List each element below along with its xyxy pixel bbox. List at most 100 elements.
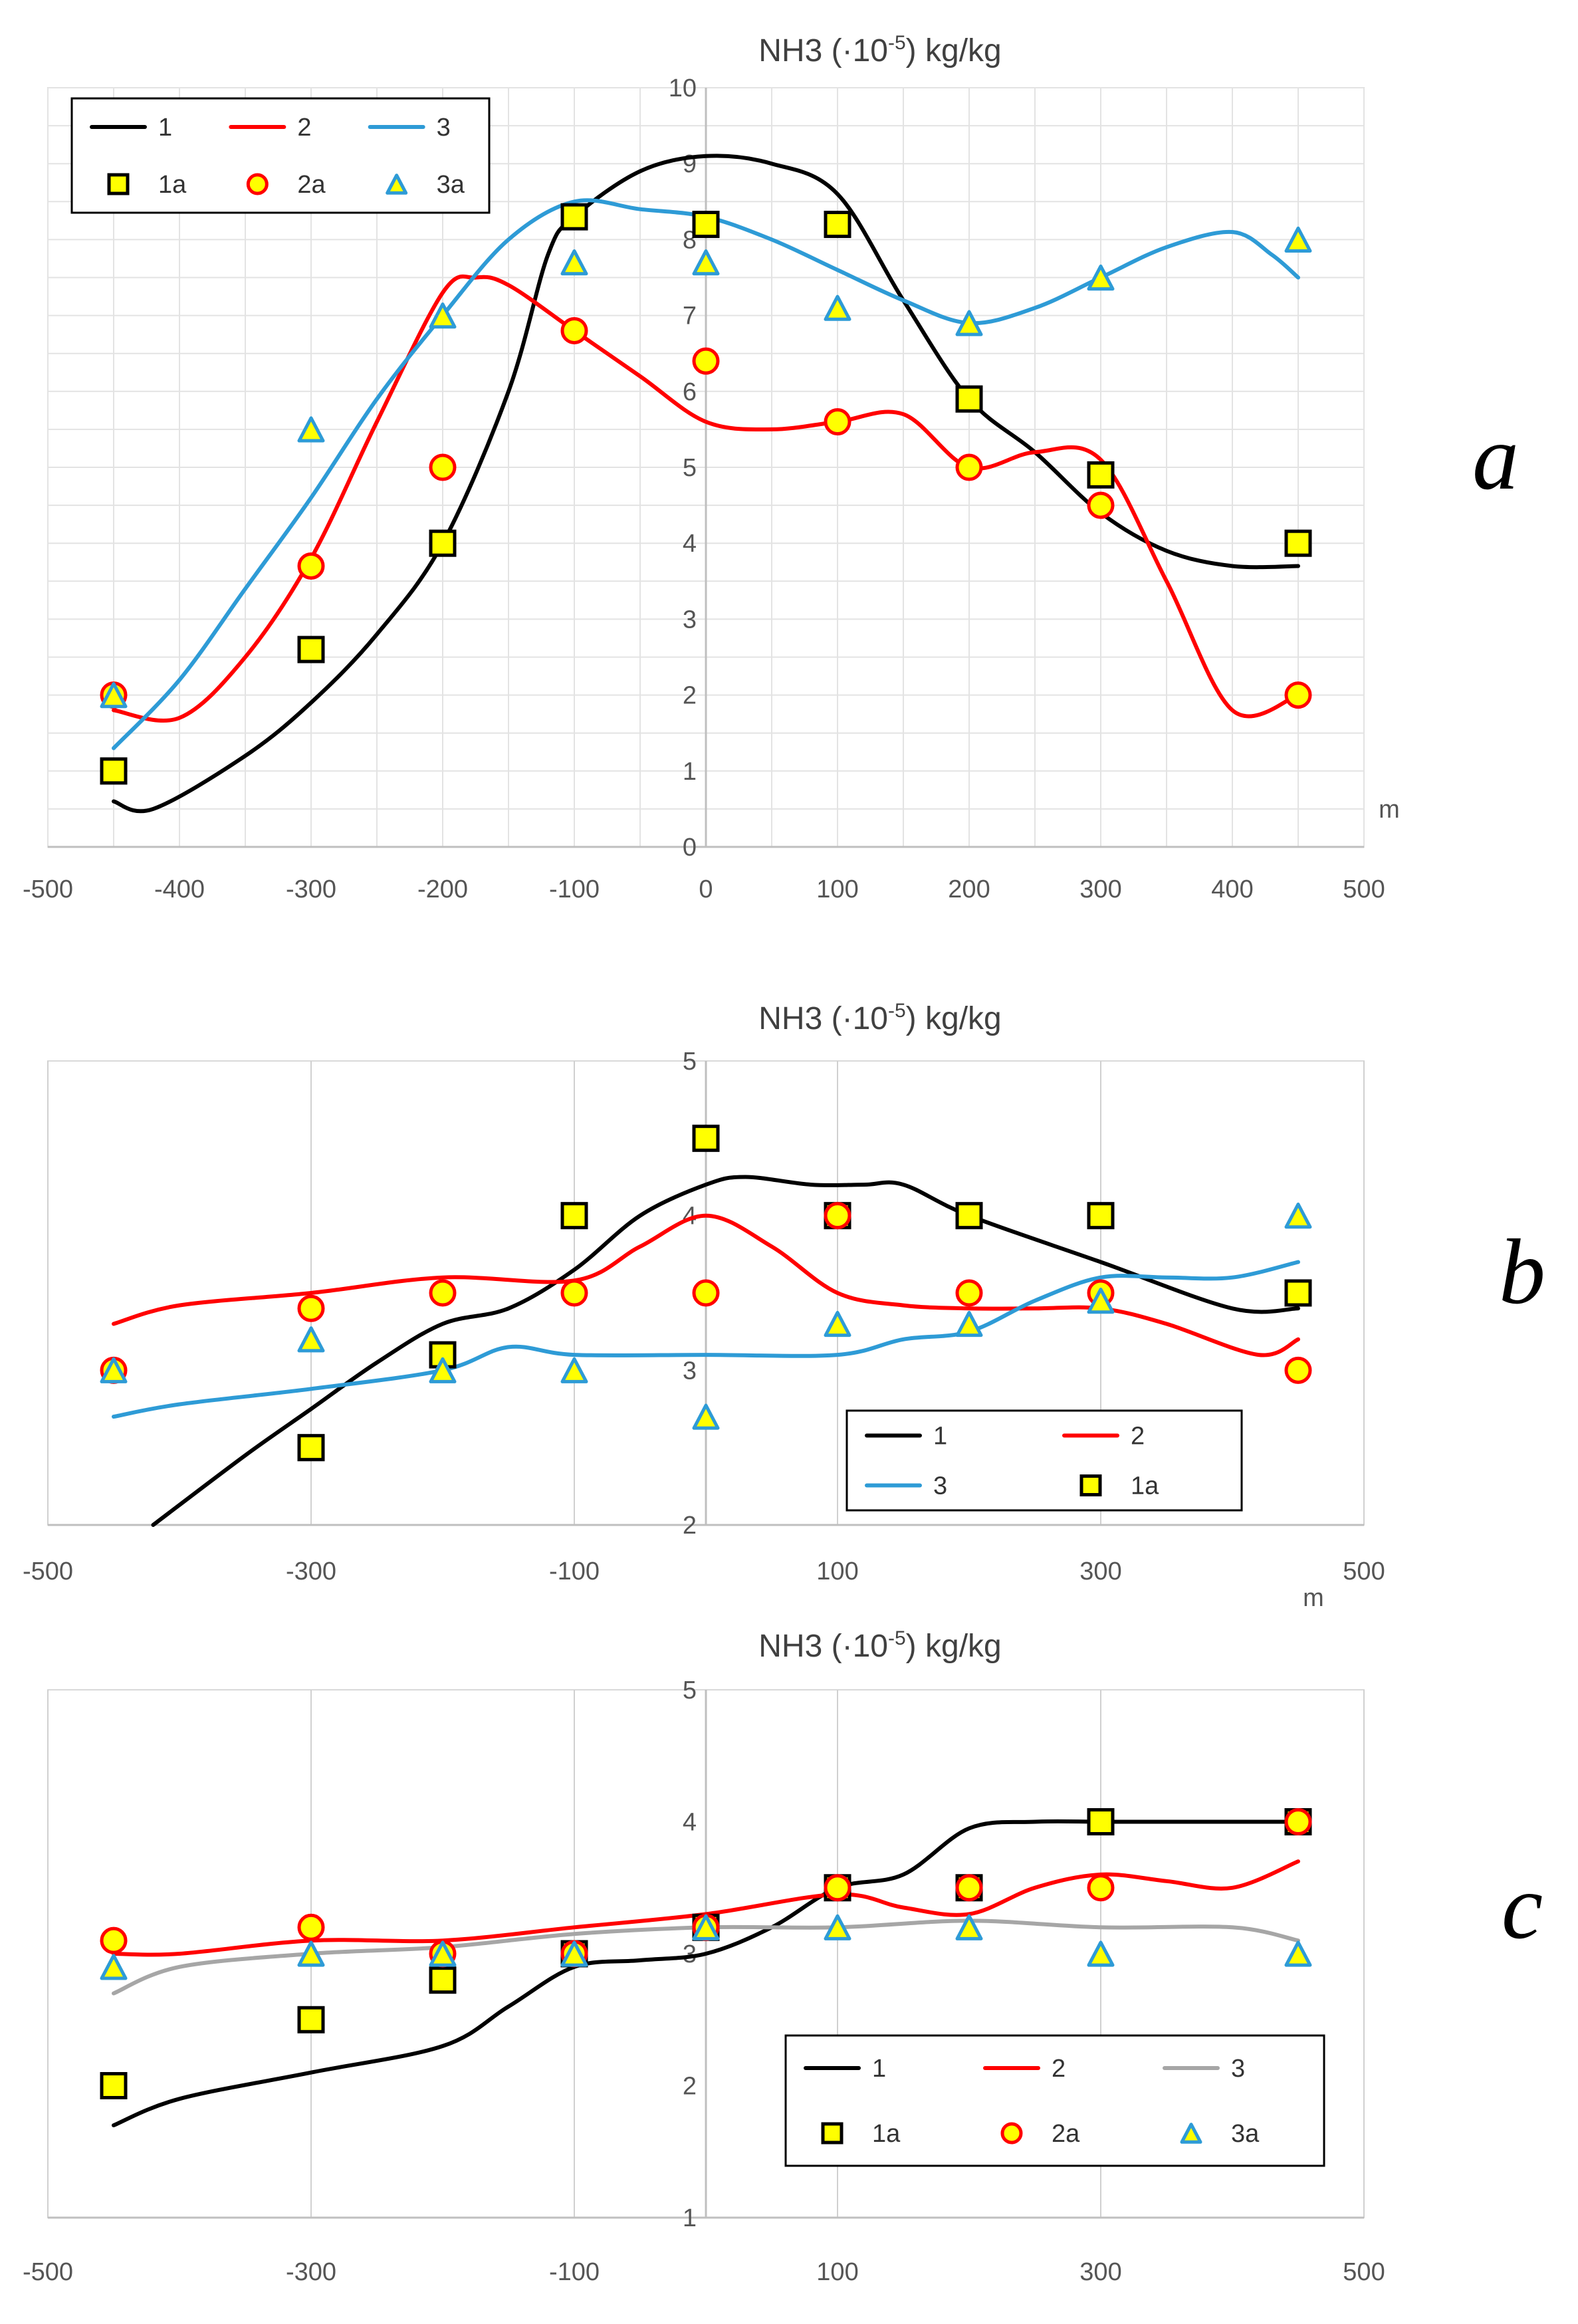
panel-label: a	[1472, 406, 1519, 509]
series-2a-point	[824, 1874, 851, 1902]
series-2a-point	[955, 1874, 983, 1902]
y-tick-label: 4	[683, 530, 697, 558]
legend-marker-1a	[107, 173, 130, 195]
y-tick-label: 2	[683, 682, 697, 710]
series-2a-point	[297, 552, 325, 580]
series-1a-point	[100, 2072, 128, 2099]
y-tick-label: 1	[683, 2204, 697, 2232]
legend-label: 2	[1052, 2055, 1066, 2083]
x-tick-label: -400	[154, 875, 205, 903]
series-2a-point	[297, 1294, 325, 1322]
series-1a-point	[955, 385, 983, 413]
series-3a-point	[955, 1310, 983, 1337]
y-tick-label: 3	[683, 1940, 697, 1968]
y-tick-label: 0	[683, 834, 697, 862]
x-tick-label: -500	[23, 1558, 73, 1585]
chart-title-unit: ) kg/kg	[906, 33, 1002, 68]
series-1a-point	[100, 757, 128, 785]
series-2a-point	[429, 453, 457, 481]
series-3a-point	[955, 1914, 983, 1940]
x-axis-unit: m	[1303, 1584, 1324, 1612]
series-2a-point	[429, 1279, 457, 1307]
y-tick-label: 5	[683, 1048, 697, 1076]
x-tick-label: -300	[286, 1558, 336, 1585]
series-1a-point	[429, 529, 457, 557]
y-tick-label: 1	[683, 758, 697, 786]
series-2a-point	[824, 1202, 851, 1230]
x-tick-label: 100	[816, 2258, 858, 2286]
series-3-line	[112, 1260, 1300, 1419]
chart-title-unit: ) kg/kg	[906, 1001, 1002, 1036]
series-1-line	[112, 154, 1300, 814]
x-tick-label: 300	[1079, 875, 1121, 903]
x-tick-label: 300	[1079, 1558, 1121, 1585]
x-tick-label: -100	[549, 875, 600, 903]
series-1a-point	[1087, 461, 1115, 489]
series-3a-point	[560, 1940, 588, 1967]
series-1a-point	[1284, 1279, 1312, 1307]
y-tick-label: 7	[683, 302, 697, 330]
chart-title-exponent: -5	[888, 1000, 906, 1022]
y-tick-label: 4	[683, 1203, 697, 1230]
legend-label: 3a	[1231, 2120, 1260, 2148]
y-tick-label: 10	[669, 74, 697, 102]
legend-marker-2a	[246, 173, 269, 195]
series-3a-point	[297, 1326, 325, 1353]
series-1a-point	[1087, 1808, 1115, 1835]
series-3a-point	[560, 249, 588, 276]
x-tick-label: -300	[286, 2258, 336, 2286]
series-3a-point	[692, 249, 720, 276]
series-2a-point	[692, 347, 720, 375]
series-2a-point	[955, 1279, 983, 1307]
legend-label: 1a	[1131, 1472, 1159, 1500]
legend-box	[845, 1409, 1243, 1512]
series-2a-point	[824, 407, 851, 435]
series-2a-point	[100, 1926, 128, 1954]
series-1a-point	[824, 211, 851, 239]
series-1a-point	[297, 2006, 325, 2034]
series-2a-point	[1284, 1808, 1312, 1835]
series-1a-point	[692, 211, 720, 239]
y-tick-label: 3	[683, 606, 697, 634]
series-3a-point	[429, 1357, 457, 1383]
series-1a-point	[560, 203, 588, 231]
series-1a-point	[692, 1124, 720, 1152]
series-1a-point	[560, 1202, 588, 1230]
legend-marker-2a	[1000, 2122, 1023, 2145]
chart-title-text: NH3 (·10	[758, 33, 888, 68]
y-tick-label: 6	[683, 378, 697, 406]
legend-label: 2	[1131, 1423, 1145, 1451]
x-tick-label: 200	[948, 875, 990, 903]
series-3a-point	[100, 682, 128, 709]
legend-label: 1	[933, 1423, 947, 1451]
y-tick-label: 4	[683, 1809, 697, 1837]
series-3a-point	[692, 1914, 720, 1940]
y-tick-label: 9	[683, 150, 697, 178]
legend-label: 2a	[1052, 2120, 1080, 2148]
series-3a-point	[1087, 1288, 1115, 1314]
chart-b: 2 3 4 5 -500 -300 -100 100 300 500 NH3 (·10-5) kg/…	[23, 1000, 1545, 1612]
x-tick-label: -100	[549, 2258, 600, 2286]
x-tick-label: 100	[816, 1558, 858, 1585]
series-1a-point	[955, 1202, 983, 1230]
x-tick-label: 400	[1211, 875, 1253, 903]
chart-title-exponent: -5	[888, 1627, 906, 1649]
chart-c: 1 2 3 4 5 -500 -300 -100 100 300 500 NH3 (·10-5) kg…	[23, 1627, 1543, 2286]
legend-marker-3a	[386, 174, 408, 195]
legend-marker-3a	[1180, 2123, 1202, 2144]
legend-label: 1a	[872, 2120, 901, 2148]
series-3a-point	[1284, 226, 1312, 253]
series-2a-point	[692, 1279, 720, 1307]
series-2a-point	[560, 316, 588, 344]
series-1a-point	[1284, 529, 1312, 557]
y-tick-label: 5	[683, 454, 697, 482]
series-3a-point	[1087, 264, 1115, 291]
series-3a-point	[297, 1940, 325, 1967]
series-2a-point	[1087, 491, 1115, 519]
y-tick-label: 5	[683, 1677, 697, 1704]
x-tick-label: 500	[1343, 1558, 1385, 1585]
y-tick-label: 3	[683, 1357, 697, 1385]
x-tick-label: 500	[1343, 875, 1385, 903]
legend-label: 1a	[158, 171, 187, 199]
